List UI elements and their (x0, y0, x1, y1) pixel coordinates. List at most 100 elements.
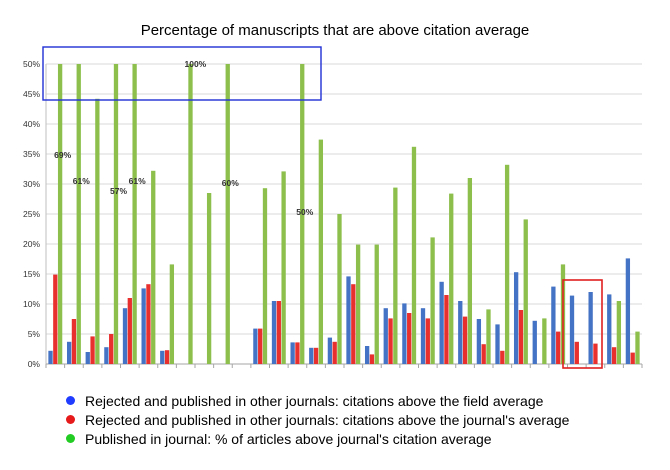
bar (225, 64, 230, 364)
bar (127, 298, 132, 364)
highlight-box-blue (42, 46, 322, 101)
annotation-label: 50% (296, 207, 313, 217)
bar (574, 341, 579, 364)
bar (164, 350, 170, 364)
bar (346, 276, 351, 364)
bar (523, 219, 528, 364)
bar (458, 301, 463, 364)
bar (351, 284, 356, 364)
bar (486, 309, 491, 364)
bar (71, 319, 77, 364)
bar (104, 347, 109, 364)
bar (402, 303, 407, 364)
bar (318, 139, 324, 364)
bar (462, 316, 468, 364)
bar (504, 164, 510, 364)
bar (607, 294, 612, 364)
annotation-label: 57% (110, 186, 127, 196)
bar (76, 64, 81, 364)
bar (151, 170, 156, 364)
bar (95, 98, 100, 365)
annotation-label: 69% (54, 150, 71, 160)
bar (513, 272, 519, 364)
bar (411, 146, 417, 364)
bar (109, 334, 114, 364)
annotation-label: 100% (184, 59, 206, 69)
y-tick-label: 5% (28, 329, 41, 339)
bar (48, 350, 53, 364)
bar (53, 274, 58, 364)
highlight-box-red (562, 279, 603, 369)
legend-item-published-in-journal: Published in journal: % of articles abov… (66, 429, 569, 448)
y-tick-label: 45% (23, 89, 40, 99)
legend-dot-blue (66, 396, 75, 405)
bar (542, 318, 547, 364)
bar (388, 318, 393, 364)
bar (57, 64, 63, 364)
bar (369, 354, 375, 364)
bar (635, 331, 640, 364)
y-tick-label: 30% (23, 179, 40, 189)
legend-label: Rejected and published in other journals… (85, 411, 570, 428)
bar (141, 288, 146, 364)
bar (188, 64, 193, 364)
bar (393, 187, 398, 364)
bar (430, 237, 435, 364)
bar (276, 301, 281, 364)
y-tick-label: 10% (23, 299, 40, 309)
bar (593, 343, 598, 364)
bars-layer (48, 64, 640, 365)
bar (556, 331, 561, 364)
bar (327, 337, 333, 364)
annotation-label: 60% (222, 178, 239, 188)
legend: Rejected and published in other journals… (66, 391, 569, 448)
bar (364, 346, 370, 364)
bar (169, 264, 175, 364)
highlight-layer (42, 46, 603, 369)
bar (625, 258, 631, 364)
y-tick-label: 20% (23, 239, 40, 249)
annotation-label: 61% (129, 176, 146, 186)
bar (630, 352, 635, 364)
legend-dot-red (66, 415, 75, 424)
bar (407, 313, 412, 364)
bar (355, 244, 361, 364)
bar (206, 193, 212, 364)
bar (420, 308, 426, 364)
bar (383, 308, 388, 364)
bar (611, 347, 617, 364)
bar (616, 301, 622, 364)
bar (295, 342, 300, 364)
bar (300, 64, 305, 364)
legend-label: Published in journal: % of articles abov… (85, 430, 492, 447)
bar (271, 301, 277, 364)
y-tick-label: 25% (23, 209, 40, 219)
bar (449, 193, 454, 364)
bar (481, 344, 486, 364)
annotation-layer: 69%61%57%61%100%60%50% (54, 59, 314, 217)
y-tick-label: 15% (23, 269, 40, 279)
bar (160, 350, 165, 364)
bar (337, 214, 342, 364)
bar (588, 292, 593, 364)
annotation-label: 61% (73, 176, 90, 186)
y-tick-label: 35% (23, 149, 40, 159)
bar (425, 318, 430, 364)
bar (90, 336, 95, 364)
bar (532, 320, 537, 364)
bar (439, 281, 444, 364)
bar (290, 342, 295, 364)
bar (258, 328, 263, 364)
legend-label: Rejected and published in other journals… (85, 392, 544, 409)
bar (500, 350, 505, 364)
bar (253, 328, 258, 364)
bar (146, 284, 151, 364)
legend-item-journal-average: Rejected and published in other journals… (66, 410, 569, 429)
bar (444, 295, 449, 364)
bar (85, 352, 90, 364)
bar (262, 188, 268, 364)
y-tick-label: 0% (28, 359, 41, 369)
bar (476, 319, 482, 364)
bar (551, 286, 556, 364)
